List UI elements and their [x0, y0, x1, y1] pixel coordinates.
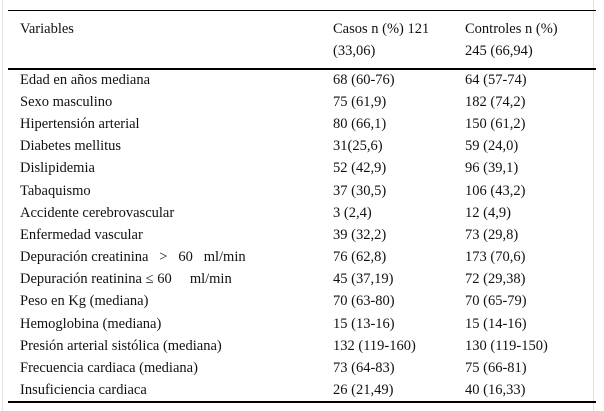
- controles-cell: 70 (65-79): [465, 293, 527, 310]
- variable-cell: Enfermedad vascular: [20, 226, 143, 243]
- variable-cell: Depuración reatinina ≤ 60 ml/min: [20, 271, 232, 288]
- controles-cell: 64 (57-74): [465, 72, 527, 89]
- variable-cell: Presión arterial sistólica (mediana): [20, 337, 222, 354]
- table-row: Frecuencia cardiaca (mediana) 73 (64-83)…: [8, 357, 596, 379]
- controles-cell: 72 (29,38): [465, 271, 526, 288]
- controles-cell: 12 (4,9): [465, 204, 511, 221]
- casos-cell: 132 (119-160): [333, 337, 416, 354]
- variable-cell: Tabaquismo: [20, 182, 91, 199]
- page-edge-left: [2, 0, 3, 411]
- table-row: Depuración creatinina > 60 ml/min 76 (62…: [8, 247, 596, 269]
- controles-cell: 173 (70,6): [465, 249, 526, 266]
- table-row: Depuración reatinina ≤ 60 ml/min 45 (37,…: [8, 269, 596, 291]
- variable-cell: Diabetes mellitus: [20, 138, 122, 155]
- table-row: Sexo masculino 75 (61,9) 182 (74,2): [8, 91, 596, 113]
- casos-cell: 68 (60-76): [333, 72, 395, 89]
- variable-cell: Edad en años mediana: [20, 72, 151, 89]
- table-header: Variables Casos n (%) 121 (33,06) Contro…: [8, 10, 596, 70]
- casos-cell: 73 (64-83): [333, 360, 395, 377]
- header-row: Variables Casos n (%) 121 (33,06) Contro…: [8, 10, 596, 70]
- casos-cell: 52 (42,9): [333, 160, 387, 177]
- header-casos-line1: Casos n (%) 121: [333, 21, 430, 37]
- controles-cell: 59 (24,0): [465, 138, 519, 155]
- controles-cell: 96 (39,1): [465, 160, 519, 177]
- variable-cell: Dislipidemia: [20, 160, 95, 177]
- table-row: Insuficiencia cardiaca 26 (21,49) 40 (16…: [8, 380, 596, 402]
- casos-cell: 37 (30,5): [333, 182, 387, 199]
- table-row: Hemoglobina (mediana) 15 (13-16) 15 (14-…: [8, 313, 596, 335]
- variable-cell: Hemoglobina (mediana): [20, 315, 162, 332]
- cases-controls-table: Variables Casos n (%) 121 (33,06) Contro…: [8, 10, 596, 403]
- table-row: Diabetes mellitus 31(25,6) 59 (24,0): [8, 136, 596, 158]
- header-controles-line1: Controles n (%): [465, 21, 558, 37]
- controles-cell: 73 (29,8): [465, 226, 519, 243]
- header-controles: Controles n (%) 245 (66,94): [465, 10, 596, 70]
- controles-cell: 15 (14-16): [465, 315, 527, 332]
- variable-cell: Sexo masculino: [20, 93, 113, 110]
- variable-cell: Insuficiencia cardiaca: [20, 381, 147, 398]
- casos-cell: 3 (2,4): [333, 204, 372, 221]
- header-variables: Variables: [8, 10, 333, 70]
- controles-cell: 182 (74,2): [465, 93, 526, 110]
- table-body: Edad en años mediana 68 (60-76) 64 (57-7…: [8, 69, 596, 402]
- table-row: Peso en Kg (mediana) 70 (63-80) 70 (65-7…: [8, 291, 596, 313]
- header-variables-label: Variables: [20, 21, 74, 37]
- casos-cell: 15 (13-16): [333, 315, 395, 332]
- table-row: Hipertensión arterial 80 (66,1) 150 (61,…: [8, 113, 596, 135]
- table-row: Tabaquismo 37 (30,5) 106 (43,2): [8, 180, 596, 202]
- casos-cell: 45 (37,19): [333, 271, 394, 288]
- casos-cell: 31(25,6): [333, 138, 383, 155]
- variable-cell: Hipertensión arterial: [20, 115, 140, 132]
- controles-cell: 150 (61,2): [465, 115, 526, 132]
- header-controles-line2: 245 (66,94): [465, 43, 533, 59]
- casos-cell: 70 (63-80): [333, 293, 395, 310]
- controles-cell: 106 (43,2): [465, 182, 526, 199]
- casos-cell: 80 (66,1): [333, 115, 387, 132]
- casos-cell: 75 (61,9): [333, 93, 387, 110]
- table-row: Accidente cerebrovascular 3 (2,4) 12 (4,…: [8, 202, 596, 224]
- header-casos: Casos n (%) 121 (33,06): [333, 10, 465, 70]
- table-row: Enfermedad vascular 39 (32,2) 73 (29,8): [8, 224, 596, 246]
- cases-controls-table-container: Variables Casos n (%) 121 (33,06) Contro…: [8, 10, 596, 403]
- casos-cell: 39 (32,2): [333, 226, 387, 243]
- casos-cell: 26 (21,49): [333, 381, 394, 398]
- controles-cell: 40 (16,33): [465, 381, 526, 398]
- table-row: Dislipidemia 52 (42,9) 96 (39,1): [8, 158, 596, 180]
- controles-cell: 130 (119-150): [465, 337, 548, 354]
- variable-cell: Accidente cerebrovascular: [20, 204, 175, 221]
- variable-cell: Frecuencia cardiaca (mediana): [20, 360, 198, 377]
- controles-cell: 75 (66-81): [465, 360, 527, 377]
- header-casos-line2: (33,06): [333, 43, 376, 59]
- table-row: Edad en años mediana 68 (60-76) 64 (57-7…: [8, 69, 596, 91]
- variable-cell: Depuración creatinina > 60 ml/min: [20, 249, 246, 266]
- variable-cell: Peso en Kg (mediana): [20, 293, 149, 310]
- page-edge-right: [593, 0, 594, 411]
- casos-cell: 76 (62,8): [333, 249, 387, 266]
- table-row: Presión arterial sistólica (mediana) 132…: [8, 335, 596, 357]
